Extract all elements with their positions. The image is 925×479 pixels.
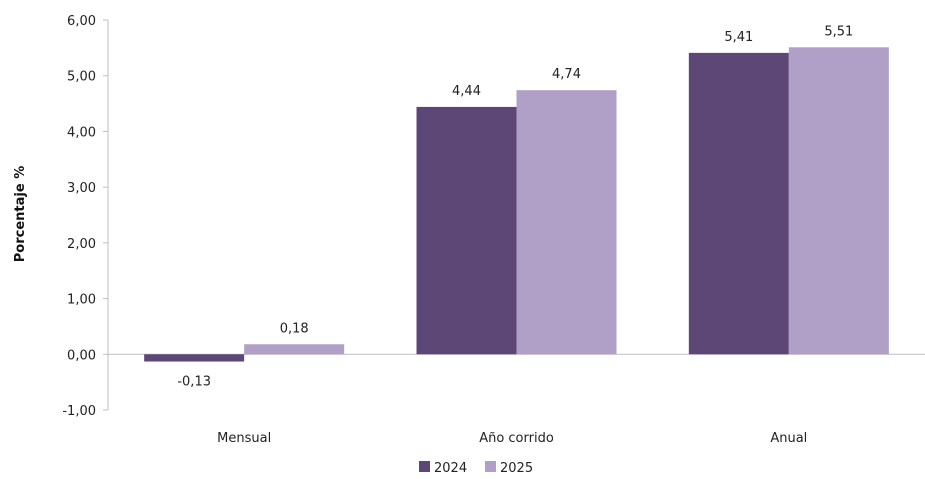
y-axis: -1,00 0,00 1,00 2,00 3,00 4,00 5,00 6,00 — [62, 14, 109, 419]
y-tick-label: 6,00 — [67, 14, 96, 29]
x-category-label: Año corrido — [479, 431, 554, 446]
bars — [144, 47, 889, 362]
y-tick-label: 5,00 — [67, 70, 96, 85]
data-labels: -0,13 0,18 4,44 4,74 5,41 5,51 — [177, 24, 853, 389]
y-tick-label: 1,00 — [67, 293, 96, 308]
y-axis-title: Porcentaje % — [13, 166, 28, 262]
legend: 2024 2025 — [419, 461, 533, 476]
bar-2025 — [788, 47, 889, 355]
x-category-label: Mensual — [217, 431, 271, 446]
legend-label: 2024 — [434, 461, 467, 476]
x-category-label: Anual — [770, 431, 807, 446]
bar-2025 — [516, 90, 617, 355]
y-tick-label: 3,00 — [67, 181, 96, 196]
bar-2024 — [416, 106, 517, 355]
y-tick-label: 2,00 — [67, 237, 96, 252]
data-label: 5,51 — [824, 24, 853, 39]
data-label: 5,41 — [724, 30, 753, 45]
data-label: 4,74 — [552, 67, 581, 82]
y-tick-label: 0,00 — [67, 348, 96, 363]
data-label: 0,18 — [280, 321, 309, 336]
y-tick-label: -1,00 — [62, 404, 96, 419]
bar-2024 — [144, 354, 245, 362]
legend-swatch-2024 — [419, 461, 430, 472]
legend-label: 2025 — [500, 461, 533, 476]
legend-swatch-2025 — [485, 461, 496, 472]
data-label: 4,44 — [452, 84, 481, 99]
x-axis: Mensual Año corrido Anual — [108, 353, 925, 446]
data-label: -0,13 — [177, 375, 211, 390]
bar-2024 — [688, 52, 789, 355]
y-tick-label: 4,00 — [67, 125, 96, 140]
bar-2025 — [244, 344, 345, 355]
